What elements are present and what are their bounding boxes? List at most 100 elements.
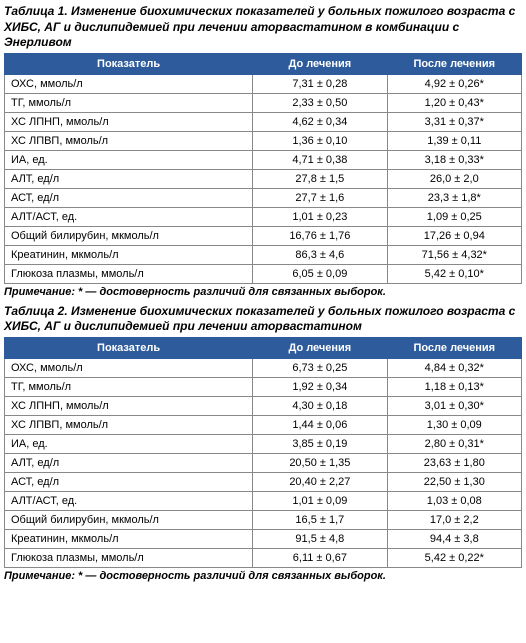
table-row: ХС ЛПВП, ммоль/л1,44 ± 0,061,30 ± 0,09 [5, 415, 522, 434]
cell-after: 17,26 ± 0,94 [387, 226, 521, 245]
cell-before: 3,85 ± 0,19 [253, 434, 387, 453]
cell-after: 1,09 ± 0,25 [387, 207, 521, 226]
cell-before: 1,01 ± 0,23 [253, 207, 387, 226]
cell-indicator: Креатинин, мкмоль/л [5, 245, 253, 264]
table-row: ХС ЛПВП, ммоль/л1,36 ± 0,101,39 ± 0,11 [5, 131, 522, 150]
table-row: АЛТ, ед/л20,50 ± 1,3523,63 ± 1,80 [5, 453, 522, 472]
cell-before: 16,5 ± 1,7 [253, 510, 387, 529]
cell-indicator: ОХС, ммоль/л [5, 358, 253, 377]
cell-indicator: АЛТ/АСТ, ед. [5, 491, 253, 510]
cell-after: 17,0 ± 2,2 [387, 510, 521, 529]
cell-indicator: АЛТ/АСТ, ед. [5, 207, 253, 226]
cell-after: 1,20 ± 0,43* [387, 93, 521, 112]
table1: Показатель До лечения После лечения ОХС,… [4, 53, 522, 284]
table-row: АЛТ, ед/л27,8 ± 1,526,0 ± 2,0 [5, 169, 522, 188]
cell-indicator: ИА, ед. [5, 150, 253, 169]
cell-after: 26,0 ± 2,0 [387, 169, 521, 188]
cell-after: 5,42 ± 0,10* [387, 264, 521, 283]
cell-after: 23,3 ± 1,8* [387, 188, 521, 207]
table-row: Общий билирубин, мкмоль/л16,5 ± 1,717,0 … [5, 510, 522, 529]
cell-after: 3,18 ± 0,33* [387, 150, 521, 169]
table1-header-after: После лечения [387, 53, 521, 74]
table-row: Креатинин, мкмоль/л91,5 ± 4,894,4 ± 3,8 [5, 529, 522, 548]
cell-after: 3,01 ± 0,30* [387, 396, 521, 415]
cell-before: 4,71 ± 0,38 [253, 150, 387, 169]
table-row: ХС ЛПНП, ммоль/л4,62 ± 0,343,31 ± 0,37* [5, 112, 522, 131]
cell-before: 1,01 ± 0,09 [253, 491, 387, 510]
table-row: ИА, ед.4,71 ± 0,383,18 ± 0,33* [5, 150, 522, 169]
cell-indicator: ХС ЛПНП, ммоль/л [5, 112, 253, 131]
cell-indicator: ХС ЛПНП, ммоль/л [5, 396, 253, 415]
cell-before: 20,40 ± 2,27 [253, 472, 387, 491]
table2-header-before: До лечения [253, 337, 387, 358]
cell-before: 1,44 ± 0,06 [253, 415, 387, 434]
cell-before: 2,33 ± 0,50 [253, 93, 387, 112]
cell-before: 6,73 ± 0,25 [253, 358, 387, 377]
table-row: Общий билирубин, мкмоль/л16,76 ± 1,7617,… [5, 226, 522, 245]
cell-indicator: АЛТ, ед/л [5, 453, 253, 472]
table2-title: Таблица 2. Изменение биохимических показ… [4, 304, 522, 335]
cell-indicator: АСТ, ед/л [5, 188, 253, 207]
cell-after: 71,56 ± 4,32* [387, 245, 521, 264]
table2-note: Примечание: * — достоверность различий д… [4, 570, 522, 582]
cell-indicator: ОХС, ммоль/л [5, 74, 253, 93]
cell-indicator: ХС ЛПВП, ммоль/л [5, 131, 253, 150]
cell-before: 6,05 ± 0,09 [253, 264, 387, 283]
cell-before: 91,5 ± 4,8 [253, 529, 387, 548]
cell-after: 22,50 ± 1,30 [387, 472, 521, 491]
cell-indicator: ИА, ед. [5, 434, 253, 453]
cell-indicator: ТГ, ммоль/л [5, 93, 253, 112]
table1-title: Таблица 1. Изменение биохимических показ… [4, 4, 522, 51]
cell-before: 1,92 ± 0,34 [253, 377, 387, 396]
cell-indicator: АЛТ, ед/л [5, 169, 253, 188]
cell-before: 86,3 ± 4,6 [253, 245, 387, 264]
table2: Показатель До лечения После лечения ОХС,… [4, 337, 522, 568]
table2-header-row: Показатель До лечения После лечения [5, 337, 522, 358]
cell-before: 27,8 ± 1,5 [253, 169, 387, 188]
table2-header-after: После лечения [387, 337, 521, 358]
cell-after: 4,84 ± 0,32* [387, 358, 521, 377]
cell-indicator: Глюкоза плазмы, ммоль/л [5, 548, 253, 567]
table-row: ТГ, ммоль/л2,33 ± 0,501,20 ± 0,43* [5, 93, 522, 112]
table-row: АСТ, ед/л27,7 ± 1,623,3 ± 1,8* [5, 188, 522, 207]
cell-after: 1,30 ± 0,09 [387, 415, 521, 434]
cell-after: 94,4 ± 3,8 [387, 529, 521, 548]
table1-note: Примечание: * — достоверность различий д… [4, 286, 522, 298]
table-row: АСТ, ед/л20,40 ± 2,2722,50 ± 1,30 [5, 472, 522, 491]
cell-before: 6,11 ± 0,67 [253, 548, 387, 567]
table-row: Глюкоза плазмы, ммоль/л6,05 ± 0,095,42 ±… [5, 264, 522, 283]
cell-indicator: Глюкоза плазмы, ммоль/л [5, 264, 253, 283]
table-row: ОХС, ммоль/л6,73 ± 0,254,84 ± 0,32* [5, 358, 522, 377]
cell-after: 1,39 ± 0,11 [387, 131, 521, 150]
table-row: АЛТ/АСТ, ед.1,01 ± 0,231,09 ± 0,25 [5, 207, 522, 226]
cell-before: 1,36 ± 0,10 [253, 131, 387, 150]
cell-before: 16,76 ± 1,76 [253, 226, 387, 245]
cell-indicator: АСТ, ед/л [5, 472, 253, 491]
table1-header-before: До лечения [253, 53, 387, 74]
table2-header-indicator: Показатель [5, 337, 253, 358]
table-row: Креатинин, мкмоль/л86,3 ± 4,671,56 ± 4,3… [5, 245, 522, 264]
table1-header-row: Показатель До лечения После лечения [5, 53, 522, 74]
table1-header-indicator: Показатель [5, 53, 253, 74]
cell-after: 23,63 ± 1,80 [387, 453, 521, 472]
cell-after: 1,03 ± 0,08 [387, 491, 521, 510]
cell-after: 2,80 ± 0,31* [387, 434, 521, 453]
cell-after: 4,92 ± 0,26* [387, 74, 521, 93]
cell-after: 1,18 ± 0,13* [387, 377, 521, 396]
cell-indicator: Общий билирубин, мкмоль/л [5, 510, 253, 529]
cell-indicator: ТГ, ммоль/л [5, 377, 253, 396]
cell-before: 20,50 ± 1,35 [253, 453, 387, 472]
table-row: АЛТ/АСТ, ед.1,01 ± 0,091,03 ± 0,08 [5, 491, 522, 510]
table-row: ТГ, ммоль/л1,92 ± 0,341,18 ± 0,13* [5, 377, 522, 396]
cell-indicator: Креатинин, мкмоль/л [5, 529, 253, 548]
cell-indicator: ХС ЛПВП, ммоль/л [5, 415, 253, 434]
cell-before: 4,30 ± 0,18 [253, 396, 387, 415]
cell-indicator: Общий билирубин, мкмоль/л [5, 226, 253, 245]
table-row: ОХС, ммоль/л7,31 ± 0,284,92 ± 0,26* [5, 74, 522, 93]
table-row: ИА, ед.3,85 ± 0,192,80 ± 0,31* [5, 434, 522, 453]
table-row: ХС ЛПНП, ммоль/л4,30 ± 0,183,01 ± 0,30* [5, 396, 522, 415]
cell-after: 3,31 ± 0,37* [387, 112, 521, 131]
cell-before: 27,7 ± 1,6 [253, 188, 387, 207]
table-row: Глюкоза плазмы, ммоль/л6,11 ± 0,675,42 ±… [5, 548, 522, 567]
cell-before: 7,31 ± 0,28 [253, 74, 387, 93]
